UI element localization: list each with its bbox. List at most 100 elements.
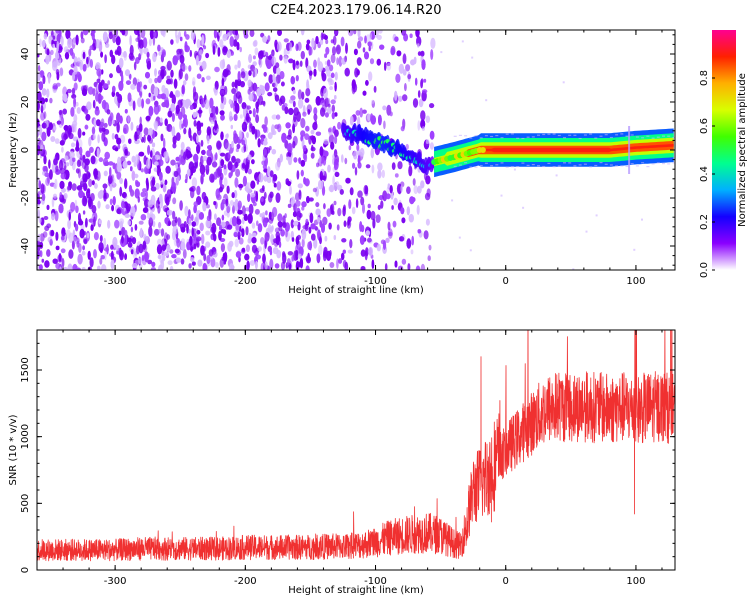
noise-speckle	[178, 68, 183, 80]
noise-speckle	[234, 238, 239, 248]
noise-speckle	[235, 158, 241, 164]
noise-speckle	[344, 55, 347, 63]
noise-speckle	[109, 183, 113, 192]
carrier-halo	[516, 166, 520, 168]
noise-speckle	[369, 58, 375, 65]
noise-speckle	[59, 140, 65, 146]
noise-speckle	[137, 196, 140, 203]
noise-speckle	[365, 80, 369, 86]
noise-speckle	[238, 130, 243, 140]
noise-speckle	[360, 249, 366, 257]
noise-speckle	[229, 30, 233, 36]
carrier-halo	[557, 134, 561, 137]
noise-speckle	[359, 107, 364, 118]
noise-speckle	[425, 115, 431, 123]
noise-speckle	[375, 214, 381, 224]
noise-speckle	[313, 238, 318, 249]
noise-speckle	[238, 183, 244, 189]
noise-speckle	[226, 49, 231, 59]
noise-speckle	[229, 30, 233, 36]
noise-speckle	[130, 206, 136, 217]
noise-speckle	[49, 97, 53, 104]
noise-speckle	[157, 238, 163, 246]
noise-speckle	[99, 258, 103, 265]
noise-speckle	[289, 185, 292, 195]
noise-speckle	[179, 200, 183, 211]
noise-speckle	[271, 124, 275, 135]
noise-speckle	[112, 196, 116, 206]
noise-speckle	[171, 219, 177, 227]
noise-speckle	[247, 154, 252, 161]
noise-speckle	[247, 79, 252, 88]
noise-speckle	[41, 258, 45, 263]
noise-speckle	[182, 65, 186, 72]
carrier-spike	[628, 126, 631, 174]
noise-speckle	[246, 116, 251, 123]
noise-speckle	[170, 159, 176, 166]
noise-speckle	[331, 104, 335, 113]
noise-speckle	[302, 145, 307, 152]
noise-speckle	[572, 268, 575, 270]
noise-speckle	[382, 190, 388, 202]
noise-speckle	[319, 146, 324, 157]
noise-speckle	[246, 260, 250, 270]
noise-speckle	[228, 111, 233, 122]
noise-speckle	[171, 181, 177, 193]
noise-speckle	[213, 154, 216, 166]
noise-speckle	[225, 198, 229, 207]
noise-speckle	[179, 200, 183, 211]
noise-speckle	[109, 73, 113, 79]
noise-speckle	[321, 72, 327, 82]
noise-speckle	[263, 191, 267, 199]
noise-speckle	[192, 81, 195, 86]
noise-speckle	[308, 226, 312, 234]
noise-speckle	[244, 207, 251, 212]
noise-speckle	[119, 177, 123, 184]
noise-speckle	[297, 89, 302, 100]
noise-speckle	[334, 30, 339, 37]
noise-speckle	[279, 71, 285, 80]
noise-speckle	[298, 190, 302, 200]
noise-speckle	[263, 71, 267, 77]
noise-speckle	[82, 210, 86, 215]
noise-speckle	[206, 75, 211, 81]
noise-speckle	[123, 127, 127, 134]
carrier-halo	[531, 164, 535, 166]
noise-speckle	[101, 264, 107, 270]
noise-speckle	[373, 85, 377, 93]
noise-speckle	[260, 197, 264, 202]
noise-speckle	[64, 129, 69, 140]
carrier-halo	[474, 135, 478, 137]
noise-speckle	[334, 129, 339, 137]
noise-speckle	[158, 228, 161, 234]
noise-speckle	[277, 123, 282, 133]
noise-speckle	[259, 213, 264, 218]
noise-speckle	[347, 216, 352, 223]
noise-speckle	[130, 121, 134, 131]
noise-speckle	[169, 92, 174, 98]
noise-speckle	[256, 88, 262, 97]
noise-speckle	[219, 39, 224, 48]
noise-speckle	[125, 80, 132, 85]
noise-speckle	[142, 240, 147, 250]
noise-speckle	[269, 227, 274, 233]
y-tick-label: 40	[20, 48, 31, 61]
noise-speckle	[148, 217, 154, 228]
noise-speckle	[221, 78, 225, 86]
noise-speckle	[283, 54, 289, 60]
noise-speckle	[160, 228, 165, 237]
noise-speckle	[104, 54, 107, 64]
noise-speckle	[376, 58, 381, 66]
noise-speckle	[126, 160, 132, 166]
noise-speckle	[83, 238, 88, 245]
noise-speckle	[267, 55, 273, 60]
noise-speckle	[213, 201, 217, 206]
y-tick-label: 1000	[20, 424, 31, 449]
noise-speckle	[281, 132, 287, 143]
noise-speckle	[131, 237, 137, 245]
noise-speckle	[304, 133, 310, 141]
noise-speckle	[307, 252, 310, 262]
noise-speckle	[182, 248, 187, 259]
noise-speckle	[324, 97, 329, 108]
noise-speckle	[150, 267, 156, 270]
